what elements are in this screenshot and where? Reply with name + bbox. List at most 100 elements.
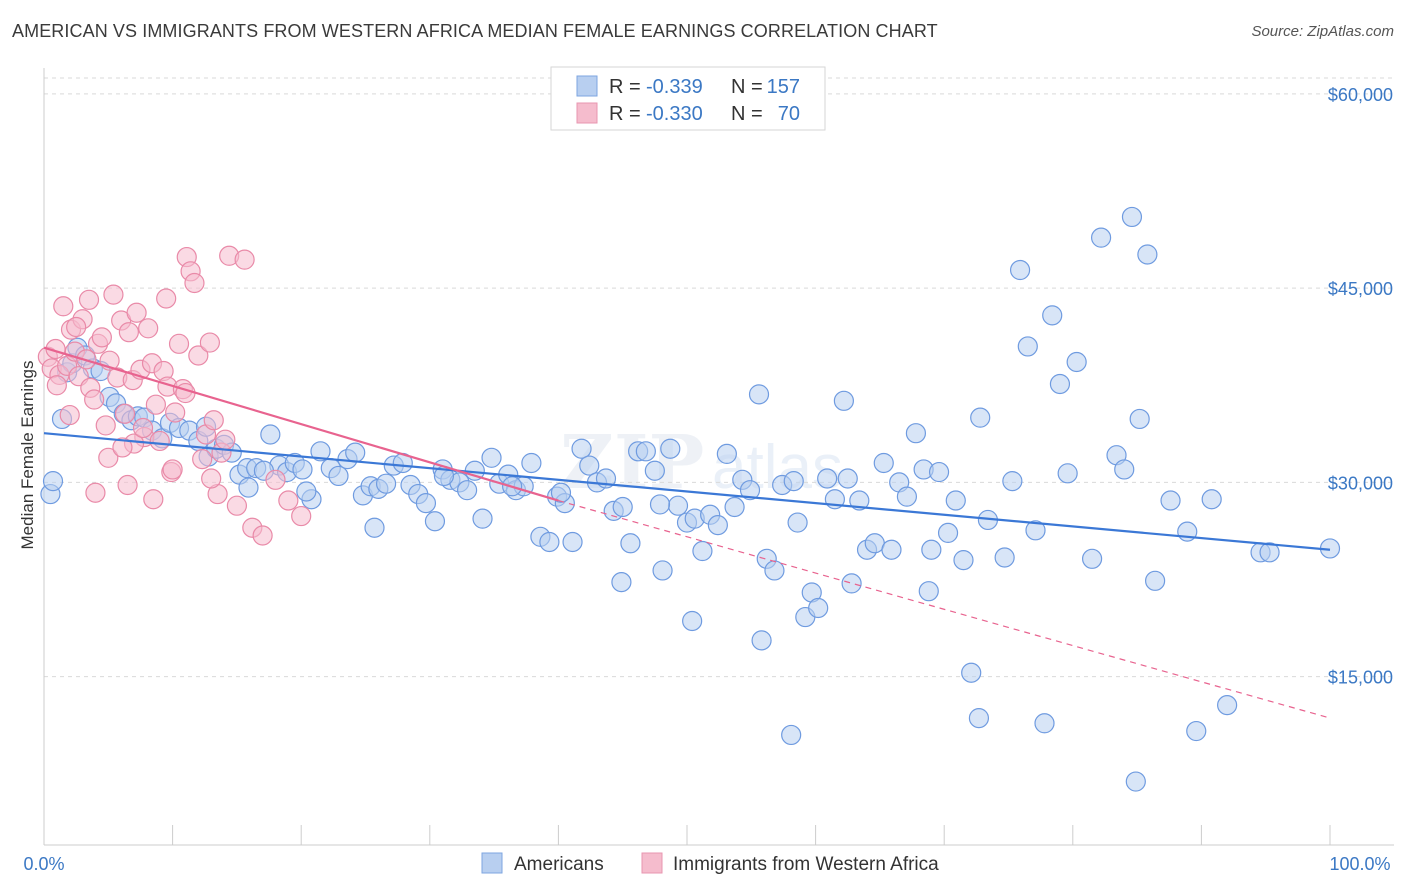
data-point xyxy=(635,441,656,462)
series-americans-points xyxy=(40,206,1341,792)
data-point xyxy=(1017,336,1038,357)
data-point xyxy=(91,327,112,348)
data-point xyxy=(1009,259,1031,281)
data-point xyxy=(896,486,918,507)
data-point xyxy=(114,403,136,424)
data-point xyxy=(199,332,220,353)
data-point xyxy=(184,272,205,294)
data-point xyxy=(1081,548,1103,569)
data-point xyxy=(1034,713,1055,734)
data-point xyxy=(1129,408,1150,430)
data-point xyxy=(918,581,939,602)
data-point xyxy=(837,468,858,489)
data-point xyxy=(945,490,966,511)
data-point xyxy=(611,572,632,593)
data-point xyxy=(1217,695,1238,716)
data-point xyxy=(192,448,213,470)
data-point xyxy=(112,437,133,458)
data-point xyxy=(1066,351,1087,373)
x-tick-label: 0.0% xyxy=(23,854,64,874)
data-point xyxy=(162,459,183,480)
trend-line xyxy=(43,432,1331,551)
data-point xyxy=(953,549,974,571)
data-point xyxy=(660,438,681,459)
data-point xyxy=(53,296,74,317)
data-point xyxy=(1186,720,1207,742)
data-point xyxy=(66,316,87,338)
data-point xyxy=(781,724,802,746)
data-point xyxy=(1145,570,1166,591)
data-point xyxy=(78,289,100,310)
data-point xyxy=(1125,771,1146,792)
data-point xyxy=(215,429,236,450)
data-point xyxy=(95,415,116,436)
legend-r-label: R = xyxy=(609,103,641,125)
data-point xyxy=(1114,459,1135,480)
data-point xyxy=(620,533,641,554)
data-point xyxy=(278,490,299,511)
data-point xyxy=(961,662,982,683)
data-point xyxy=(59,404,80,426)
data-point xyxy=(226,495,247,516)
data-point xyxy=(833,390,854,411)
data-point xyxy=(260,424,281,445)
data-point xyxy=(85,482,106,503)
data-point xyxy=(188,345,209,366)
data-point xyxy=(132,417,154,439)
data-point xyxy=(817,468,838,489)
data-point xyxy=(873,452,894,474)
legend-r-value-blue: -0.339 xyxy=(646,76,703,98)
legend-item-western-africa: Immigrants from Western Africa xyxy=(673,854,939,875)
data-point xyxy=(291,505,312,527)
data-point xyxy=(937,522,959,544)
y-tick-label: $15,000 xyxy=(1328,668,1393,688)
data-point xyxy=(539,531,560,553)
data-point xyxy=(1049,373,1071,395)
data-point xyxy=(118,322,139,343)
data-point xyxy=(1090,227,1112,248)
series-western-africa-points xyxy=(37,245,312,546)
data-point xyxy=(42,471,64,492)
y-tick-label: $45,000 xyxy=(1328,279,1393,299)
data-point xyxy=(612,496,633,518)
y-tick-label: $30,000 xyxy=(1328,473,1393,493)
legend-n-value-blue: 157 xyxy=(767,76,800,98)
chart-title: AMERICAN VS IMMIGRANTS FROM WESTERN AFRI… xyxy=(12,21,938,41)
data-point xyxy=(1160,490,1181,511)
data-point xyxy=(472,508,493,529)
trend-line-extension xyxy=(558,499,1331,719)
data-point xyxy=(252,525,273,546)
data-point xyxy=(1121,206,1143,228)
legend-r-label: R = xyxy=(609,76,641,98)
data-point xyxy=(724,496,745,518)
data-point xyxy=(787,512,808,533)
data-point xyxy=(1259,542,1280,563)
data-point xyxy=(783,471,804,492)
data-point xyxy=(652,560,673,581)
data-point xyxy=(748,384,770,405)
data-point xyxy=(126,302,147,323)
y-axis-title: Median Female Earnings xyxy=(18,361,37,550)
data-point xyxy=(808,597,829,619)
data-point xyxy=(456,480,478,501)
data-point xyxy=(1137,244,1158,265)
y-tick-label: $60,000 xyxy=(1328,85,1393,105)
grid-lines xyxy=(44,77,1394,678)
data-point xyxy=(415,493,437,514)
data-point xyxy=(168,333,190,354)
source-credit: Source: ZipAtlas.com xyxy=(1251,23,1394,40)
data-point xyxy=(921,539,942,560)
series-legend: Americans Immigrants from Western Africa xyxy=(481,852,939,875)
legend-item-americans: Americans xyxy=(514,854,604,875)
data-point xyxy=(328,465,349,487)
data-point xyxy=(579,455,600,476)
data-point xyxy=(841,573,862,594)
legend-n-value-pink: 70 xyxy=(778,103,800,125)
axes xyxy=(43,68,1394,846)
data-point xyxy=(905,423,927,444)
data-point xyxy=(1201,489,1222,510)
data-point xyxy=(265,469,286,490)
tick-labels: $15,000 $30,000 $45,000 $60,000 0.0% 100.0% xyxy=(23,85,1393,874)
data-point xyxy=(203,410,224,431)
